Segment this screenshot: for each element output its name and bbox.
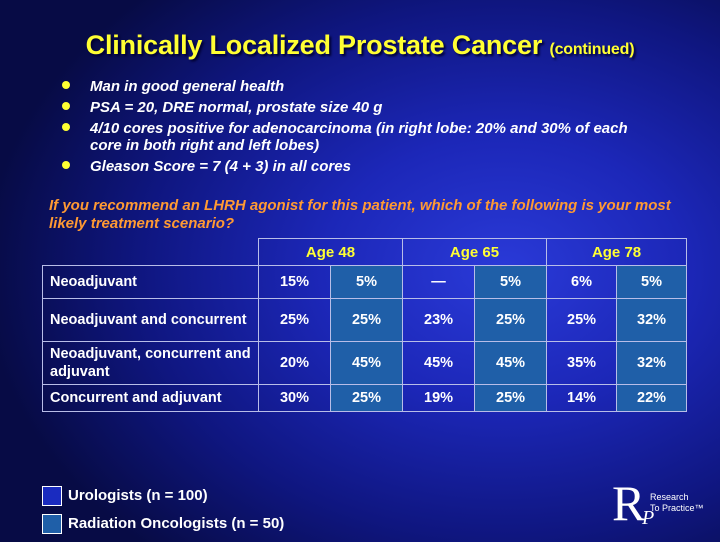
bullet-item: Gleason Score = 7 (4 + 3) in all cores [62, 158, 662, 175]
radiation-oncologist-value-cell: 32% [616, 341, 688, 385]
row-label: Neoadjuvant and concurrent [42, 298, 259, 342]
radiation-oncologist-value-cell: 45% [474, 341, 548, 385]
radiation-oncologist-value-cell: 5% [474, 265, 548, 299]
table-row: Neoadjuvant 15% 5% — 5% 6% 5% [42, 265, 688, 299]
age-header: Age 78 [546, 238, 688, 266]
treatment-scenario-table: Age 48 Age 65 Age 78 Neoadjuvant 15% 5% … [42, 238, 688, 412]
urologist-value-cell: 20% [258, 341, 331, 385]
title-main: Clinically Localized Prostate Cancer [85, 30, 543, 60]
bullet-text: 4/10 cores positive for adenocarcinoma (… [90, 120, 628, 154]
slide-title: Clinically Localized Prostate Cancer (co… [0, 30, 720, 61]
bullet-text: PSA = 20, DRE normal, prostate size 40 g [90, 99, 383, 116]
urologist-value-cell: 25% [546, 298, 618, 342]
radiation-oncologist-value-cell: 32% [616, 298, 688, 342]
radiation-oncologist-value-cell: 22% [616, 384, 688, 412]
bullet-item: 4/10 cores positive for adenocarcinoma (… [62, 120, 662, 154]
urologist-value-cell: 25% [258, 298, 331, 342]
bullet-dot-icon [62, 161, 70, 169]
legend-label: Radiation Oncologists (n = 50) [68, 515, 285, 532]
table-row: Neoadjuvant and concurrent 25% 25% 23% 2… [42, 298, 688, 342]
radiation-oncologist-value-cell: 5% [329, 265, 404, 299]
row-label: Concurrent and adjuvant [42, 384, 259, 412]
radiation-oncologist-value-cell: 25% [329, 384, 404, 412]
bullet-item: PSA = 20, DRE normal, prostate size 40 g [62, 99, 662, 116]
radiation-oncologist-value-cell: 5% [616, 265, 688, 299]
logo-text-line1: Research [650, 492, 689, 502]
survey-question: If you recommend an LHRH agonist for thi… [49, 197, 671, 232]
urologist-value-cell: 19% [402, 384, 476, 412]
table-row: Neoadjuvant, concurrent and adjuvant 20%… [42, 341, 688, 385]
bullet-dot-icon [62, 123, 70, 131]
row-label: Neoadjuvant [42, 265, 259, 299]
logo-text-line2: To Practice™ [650, 503, 704, 513]
radiation-oncologist-value-cell: 25% [474, 298, 548, 342]
urologists-swatch-icon [42, 486, 62, 506]
urologist-value-cell: — [402, 265, 476, 299]
case-bullet-list: Man in good general health PSA = 20, DRE… [62, 78, 662, 179]
age-header: Age 48 [257, 238, 404, 266]
table-header-row: Age 48 Age 65 Age 78 [42, 238, 688, 266]
age-header: Age 65 [402, 238, 548, 266]
radiation-oncologist-value-cell: 45% [329, 341, 404, 385]
logo-letter-p: P [642, 507, 655, 529]
bullet-item: Man in good general health [62, 78, 662, 95]
bullet-text: Man in good general health [90, 78, 285, 95]
bullet-text: Gleason Score = 7 (4 + 3) in all cores [90, 158, 351, 175]
research-to-practice-logo: R P Research To Practice™ [612, 478, 712, 534]
title-subtitle: (continued) [549, 41, 635, 58]
bullet-dot-icon [62, 102, 70, 110]
radiation-oncologists-swatch-icon [42, 514, 62, 534]
table-row: Concurrent and adjuvant 30% 25% 19% 25% … [42, 384, 688, 412]
radiation-oncologist-value-cell: 25% [329, 298, 404, 342]
urologist-value-cell: 6% [546, 265, 618, 299]
radiation-oncologist-value-cell: 25% [474, 384, 548, 412]
legend-label: Urologists (n = 100) [68, 487, 208, 504]
urologist-value-cell: 14% [546, 384, 618, 412]
urologist-value-cell: 35% [546, 341, 618, 385]
urologist-value-cell: 45% [402, 341, 476, 385]
urologist-value-cell: 15% [258, 265, 331, 299]
urologist-value-cell: 23% [402, 298, 476, 342]
row-label: Neoadjuvant, concurrent and adjuvant [42, 341, 259, 385]
urologist-value-cell: 30% [258, 384, 331, 412]
bullet-dot-icon [62, 81, 70, 89]
table-corner-cell [42, 238, 259, 266]
logo-letter-r: R [612, 475, 646, 531]
